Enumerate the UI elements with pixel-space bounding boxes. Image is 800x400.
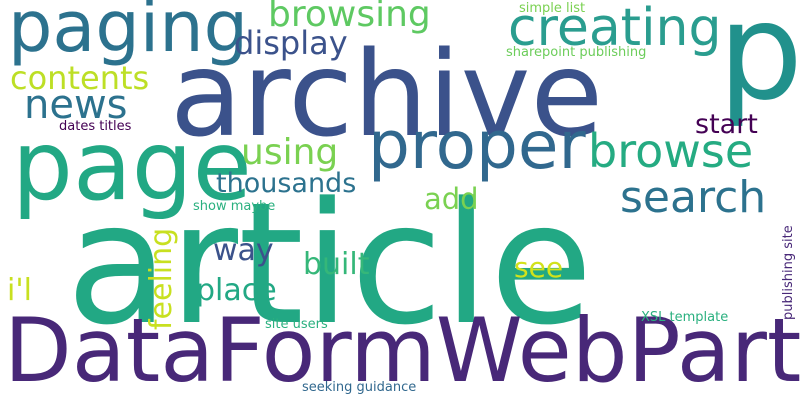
word-browsing: browsing bbox=[268, 0, 431, 35]
word-p: p bbox=[718, 0, 800, 130]
word-way: way bbox=[213, 233, 274, 268]
word-show-maybe: show maybe bbox=[193, 199, 276, 214]
word-creating: creating bbox=[508, 0, 722, 58]
word-add: add bbox=[424, 182, 479, 216]
word-xsl-template: XSL template bbox=[641, 310, 729, 325]
word-place: place bbox=[196, 273, 277, 308]
word-browse: browse bbox=[588, 124, 754, 178]
word-built: built bbox=[303, 247, 370, 282]
word-dates-titles: dates titles bbox=[59, 119, 132, 134]
word-publishing-site: publishing site bbox=[781, 225, 796, 320]
word-page: page bbox=[12, 110, 252, 222]
word-feeling: feeling bbox=[144, 227, 179, 330]
word-site-users: site users bbox=[265, 317, 328, 332]
word-using: using bbox=[241, 132, 339, 173]
word-see: see bbox=[514, 251, 564, 284]
word-start: start bbox=[695, 109, 758, 140]
word-dataformwebpart: DataFormWebPart bbox=[4, 299, 800, 400]
word-simple-list: simple list bbox=[519, 1, 586, 16]
word-contents: contents bbox=[10, 59, 150, 97]
word-article: article bbox=[66, 166, 593, 362]
word-paging: paging bbox=[8, 0, 249, 68]
word-display: display bbox=[234, 24, 348, 62]
word-thousands: thousands bbox=[216, 168, 357, 199]
word-sharepoint-publishing: sharepoint publishing bbox=[506, 45, 647, 60]
word-search: search bbox=[620, 172, 767, 223]
word-archive: archive bbox=[170, 25, 604, 163]
word-news: news bbox=[24, 82, 128, 128]
word-il: i'l bbox=[7, 273, 32, 308]
word-proper: proper bbox=[368, 107, 586, 184]
word-seeking-guidance: seeking guidance bbox=[302, 380, 417, 395]
